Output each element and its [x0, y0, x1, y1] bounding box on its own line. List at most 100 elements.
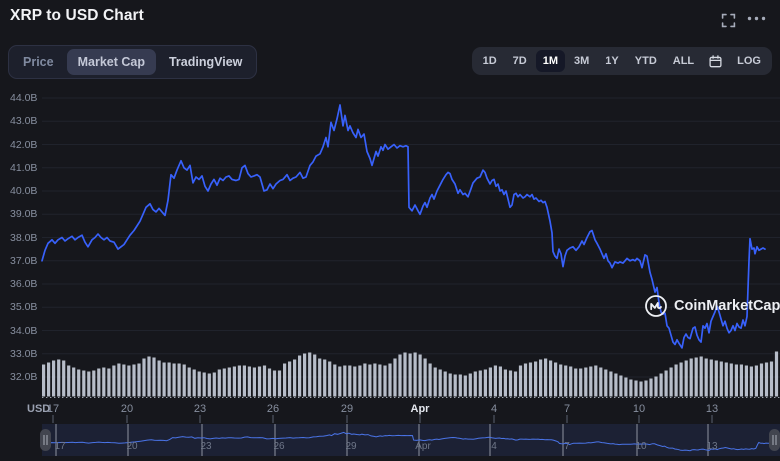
- volume-bar: [242, 365, 246, 397]
- volume-bar: [252, 367, 256, 397]
- page-title: XRP to USD Chart: [10, 7, 144, 24]
- y-axis-label: 39.0B: [10, 208, 38, 221]
- navigator-label: 20: [126, 441, 138, 452]
- y-axis-label: 36.0B: [10, 278, 38, 290]
- volume-bar: [428, 363, 432, 397]
- y-axis-label: 37.0B: [10, 254, 38, 267]
- navigator[interactable]: [40, 424, 780, 456]
- volume-bar: [308, 352, 312, 397]
- volume-bar: [754, 365, 758, 397]
- volume-bar: [669, 367, 673, 397]
- y-axis-label: 38.0B: [10, 231, 38, 244]
- navigator-label: 4: [491, 441, 497, 452]
- volume-bar: [343, 365, 347, 397]
- volume-bar: [774, 351, 779, 397]
- navigator-label: 23: [200, 441, 212, 452]
- range-all[interactable]: ALL: [666, 50, 701, 72]
- x-axis-label: Apr: [410, 403, 430, 415]
- volume-bar: [724, 362, 728, 397]
- y-axis-label: 42.0B: [10, 138, 38, 151]
- volume-bar: [719, 361, 723, 397]
- volume-bar: [77, 369, 81, 397]
- range-7d[interactable]: 7D: [506, 50, 534, 72]
- log-scale-button[interactable]: LOG: [730, 50, 768, 72]
- x-axis-label: 13: [705, 403, 719, 415]
- volume-bar: [549, 360, 553, 397]
- navigator-track[interactable]: [42, 424, 780, 456]
- fullscreen-button[interactable]: [719, 11, 738, 30]
- x-axis-label: 17: [46, 403, 60, 415]
- volume-bar: [684, 360, 688, 397]
- range-ytd[interactable]: YTD: [628, 50, 664, 72]
- volume-bar: [674, 364, 678, 397]
- navigator-label: 10: [635, 441, 647, 452]
- volume-bar: [498, 366, 502, 397]
- volume-bar: [62, 360, 66, 397]
- volume-bar: [232, 366, 236, 397]
- volume-bar: [82, 370, 86, 397]
- volume-bar: [388, 363, 392, 397]
- volume-bar: [408, 353, 412, 397]
- volume-bar: [167, 362, 171, 397]
- navigator-label: 7: [564, 441, 570, 452]
- volume-bar: [237, 365, 241, 397]
- volume-bar: [584, 367, 588, 397]
- tab-market-cap[interactable]: Market Cap: [66, 49, 156, 75]
- volume-bar: [619, 375, 623, 397]
- volume-bar: [508, 370, 513, 397]
- range-1y[interactable]: 1Y: [598, 50, 625, 72]
- volume-bar: [87, 371, 91, 397]
- volume-bar: [534, 361, 538, 397]
- volume-bar: [117, 363, 121, 397]
- volume-bar: [172, 363, 176, 397]
- navigator-label: 13: [706, 441, 718, 452]
- volume-bar: [759, 363, 764, 397]
- volume-bar: [363, 363, 367, 397]
- range-1m[interactable]: 1M: [535, 50, 566, 73]
- volume-bar: [92, 370, 96, 397]
- volume-bar: [368, 364, 372, 397]
- volume-bar: [518, 365, 523, 397]
- tab-price[interactable]: Price: [12, 49, 65, 75]
- more-options-button[interactable]: [745, 14, 768, 23]
- volume-bar: [162, 362, 166, 397]
- volume-bar: [328, 361, 332, 397]
- volume-bar: [664, 370, 668, 397]
- x-axis-label: 23: [193, 403, 207, 415]
- volume-bar: [544, 358, 548, 397]
- navigator-handle-right[interactable]: [769, 429, 780, 451]
- volume-bar: [227, 367, 231, 397]
- volume-bar: [333, 364, 337, 397]
- calendar-button[interactable]: [703, 52, 728, 71]
- volume-bar: [262, 365, 267, 397]
- volume-bar: [443, 371, 447, 397]
- volume-bar: [272, 370, 277, 397]
- volume-bar: [749, 366, 753, 397]
- volume-bar: [157, 360, 161, 397]
- range-1d[interactable]: 1D: [476, 50, 504, 72]
- volume-bar: [288, 361, 292, 397]
- volume-bar: [554, 362, 558, 397]
- y-axis-label: 43.0B: [10, 115, 38, 128]
- volume-bar: [67, 365, 71, 397]
- volume-bar: [187, 367, 191, 397]
- volume-bar: [42, 364, 46, 397]
- volume-bar: [624, 377, 628, 397]
- tab-tradingview[interactable]: TradingView: [158, 49, 253, 75]
- volume-bar: [564, 365, 568, 397]
- volume-bar: [513, 371, 518, 397]
- navigator-handle-left[interactable]: [40, 429, 51, 451]
- volume-bar: [152, 357, 156, 397]
- volume-bar: [217, 369, 221, 397]
- range-3m[interactable]: 3M: [567, 50, 596, 72]
- volume-bar: [197, 371, 201, 397]
- range-selector: 1D 7D 1M 3M 1Y YTD ALL LOG: [471, 47, 772, 76]
- volume-bar: [689, 358, 693, 397]
- volume-bar: [127, 365, 131, 397]
- volume-bar: [267, 368, 272, 397]
- volume-bar: [283, 363, 287, 397]
- volume-bar: [257, 366, 262, 397]
- volume-bar: [303, 353, 307, 397]
